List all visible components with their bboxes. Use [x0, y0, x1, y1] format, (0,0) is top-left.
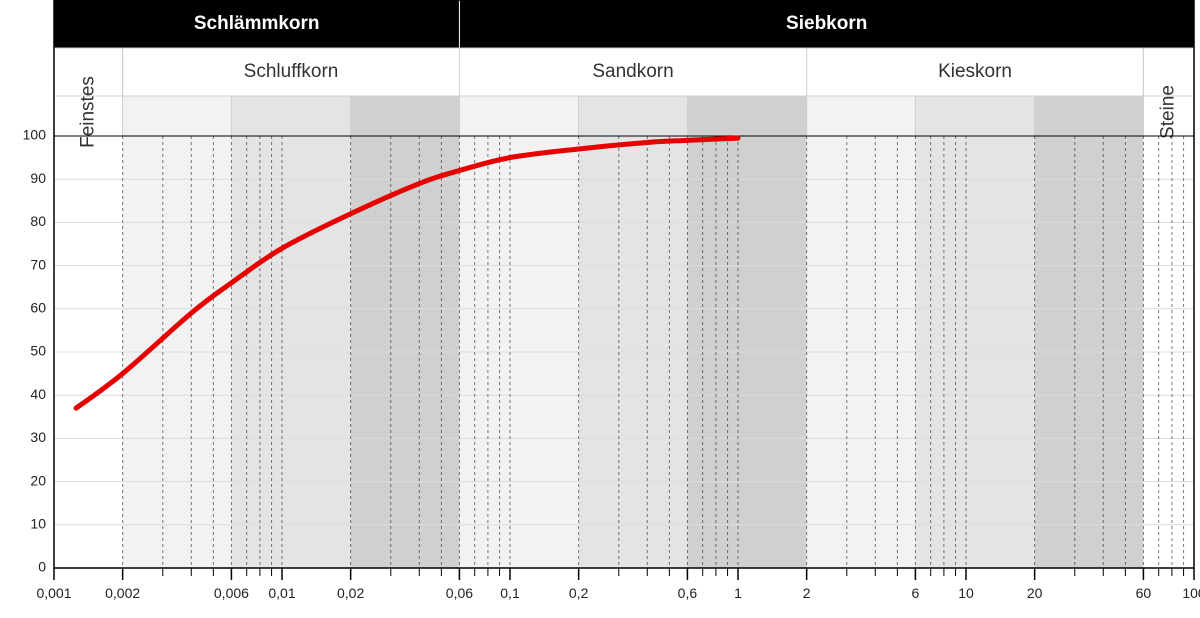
x-tick-label: 0,006 [214, 585, 249, 601]
x-tick-label: 0,1 [500, 585, 520, 601]
y-tick-label: 40 [30, 386, 46, 402]
x-tick-label: 0,01 [268, 585, 295, 601]
x-tick-label: 0,002 [105, 585, 140, 601]
mid-category-label: Schluffkorn [244, 61, 339, 82]
chart-svg: Schlämmkorn Siebkorn Schluffkorn Sandkorn Ki… [0, 0, 1200, 618]
mid-category-label: Sandkorn [592, 61, 673, 82]
y-tick-label: 80 [30, 213, 46, 229]
x-axis: 0,001 0,002 0,006 0,01 0,02 0,06 0,1 0,2 0,6 1 2 6 1… [36, 568, 1200, 601]
y-tick-label: 10 [30, 516, 46, 532]
mid-category-label: Kieskorn [938, 61, 1012, 82]
y-tick-label: 70 [30, 256, 46, 272]
x-tick-label: 0,06 [446, 585, 473, 601]
y-tick-label: 20 [30, 472, 46, 488]
side-label-steine: Steine [1158, 85, 1179, 139]
x-tick-label: 20 [1027, 585, 1043, 601]
top-category-label: Siebkorn [786, 13, 867, 34]
x-tick-label: 6 [912, 585, 920, 601]
y-axis: 0 10 20 30 40 50 60 70 80 90 100 [23, 127, 47, 575]
grain-size-chart: Schlämmkorn Siebkorn Schluffkorn Sandkorn Ki… [0, 0, 1200, 618]
x-tick-label: 100 [1182, 585, 1200, 601]
x-tick-label: 2 [803, 585, 811, 601]
x-tick-label: 0,2 [569, 585, 589, 601]
x-tick-label: 1 [734, 585, 742, 601]
x-tick-label: 10 [958, 585, 974, 601]
x-tick-label: 0,6 [678, 585, 698, 601]
top-category-label: Schlämmkorn [194, 13, 320, 34]
side-label-feinstes: Feinstes [77, 76, 98, 148]
x-tick-label: 60 [1136, 585, 1152, 601]
x-tick-label: 0,02 [337, 585, 364, 601]
y-tick-label: 60 [30, 300, 46, 316]
x-tick-label: 0,001 [36, 585, 71, 601]
y-tick-label: 30 [30, 429, 46, 445]
y-tick-label: 0 [38, 559, 46, 575]
y-tick-label: 100 [23, 127, 47, 143]
y-tick-label: 90 [30, 170, 46, 186]
y-tick-label: 50 [30, 343, 46, 359]
